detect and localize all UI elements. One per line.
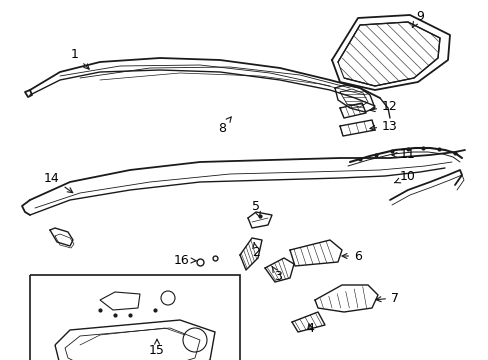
Text: 1: 1 — [71, 49, 89, 69]
Text: 2: 2 — [251, 243, 260, 258]
Text: 14: 14 — [44, 171, 73, 193]
Bar — [30, 275, 240, 360]
Text: 15: 15 — [149, 339, 164, 356]
Text: 12: 12 — [369, 99, 397, 112]
Text: 8: 8 — [218, 117, 231, 135]
Text: 11: 11 — [391, 148, 415, 162]
Text: 5: 5 — [251, 199, 260, 218]
Text: 6: 6 — [341, 249, 361, 262]
Text: 10: 10 — [394, 171, 415, 184]
Text: 13: 13 — [369, 120, 397, 132]
Text: 9: 9 — [411, 9, 423, 28]
Text: 7: 7 — [375, 292, 398, 305]
Text: 16: 16 — [174, 253, 196, 266]
Text: 3: 3 — [272, 267, 282, 283]
Text: 4: 4 — [305, 321, 313, 334]
